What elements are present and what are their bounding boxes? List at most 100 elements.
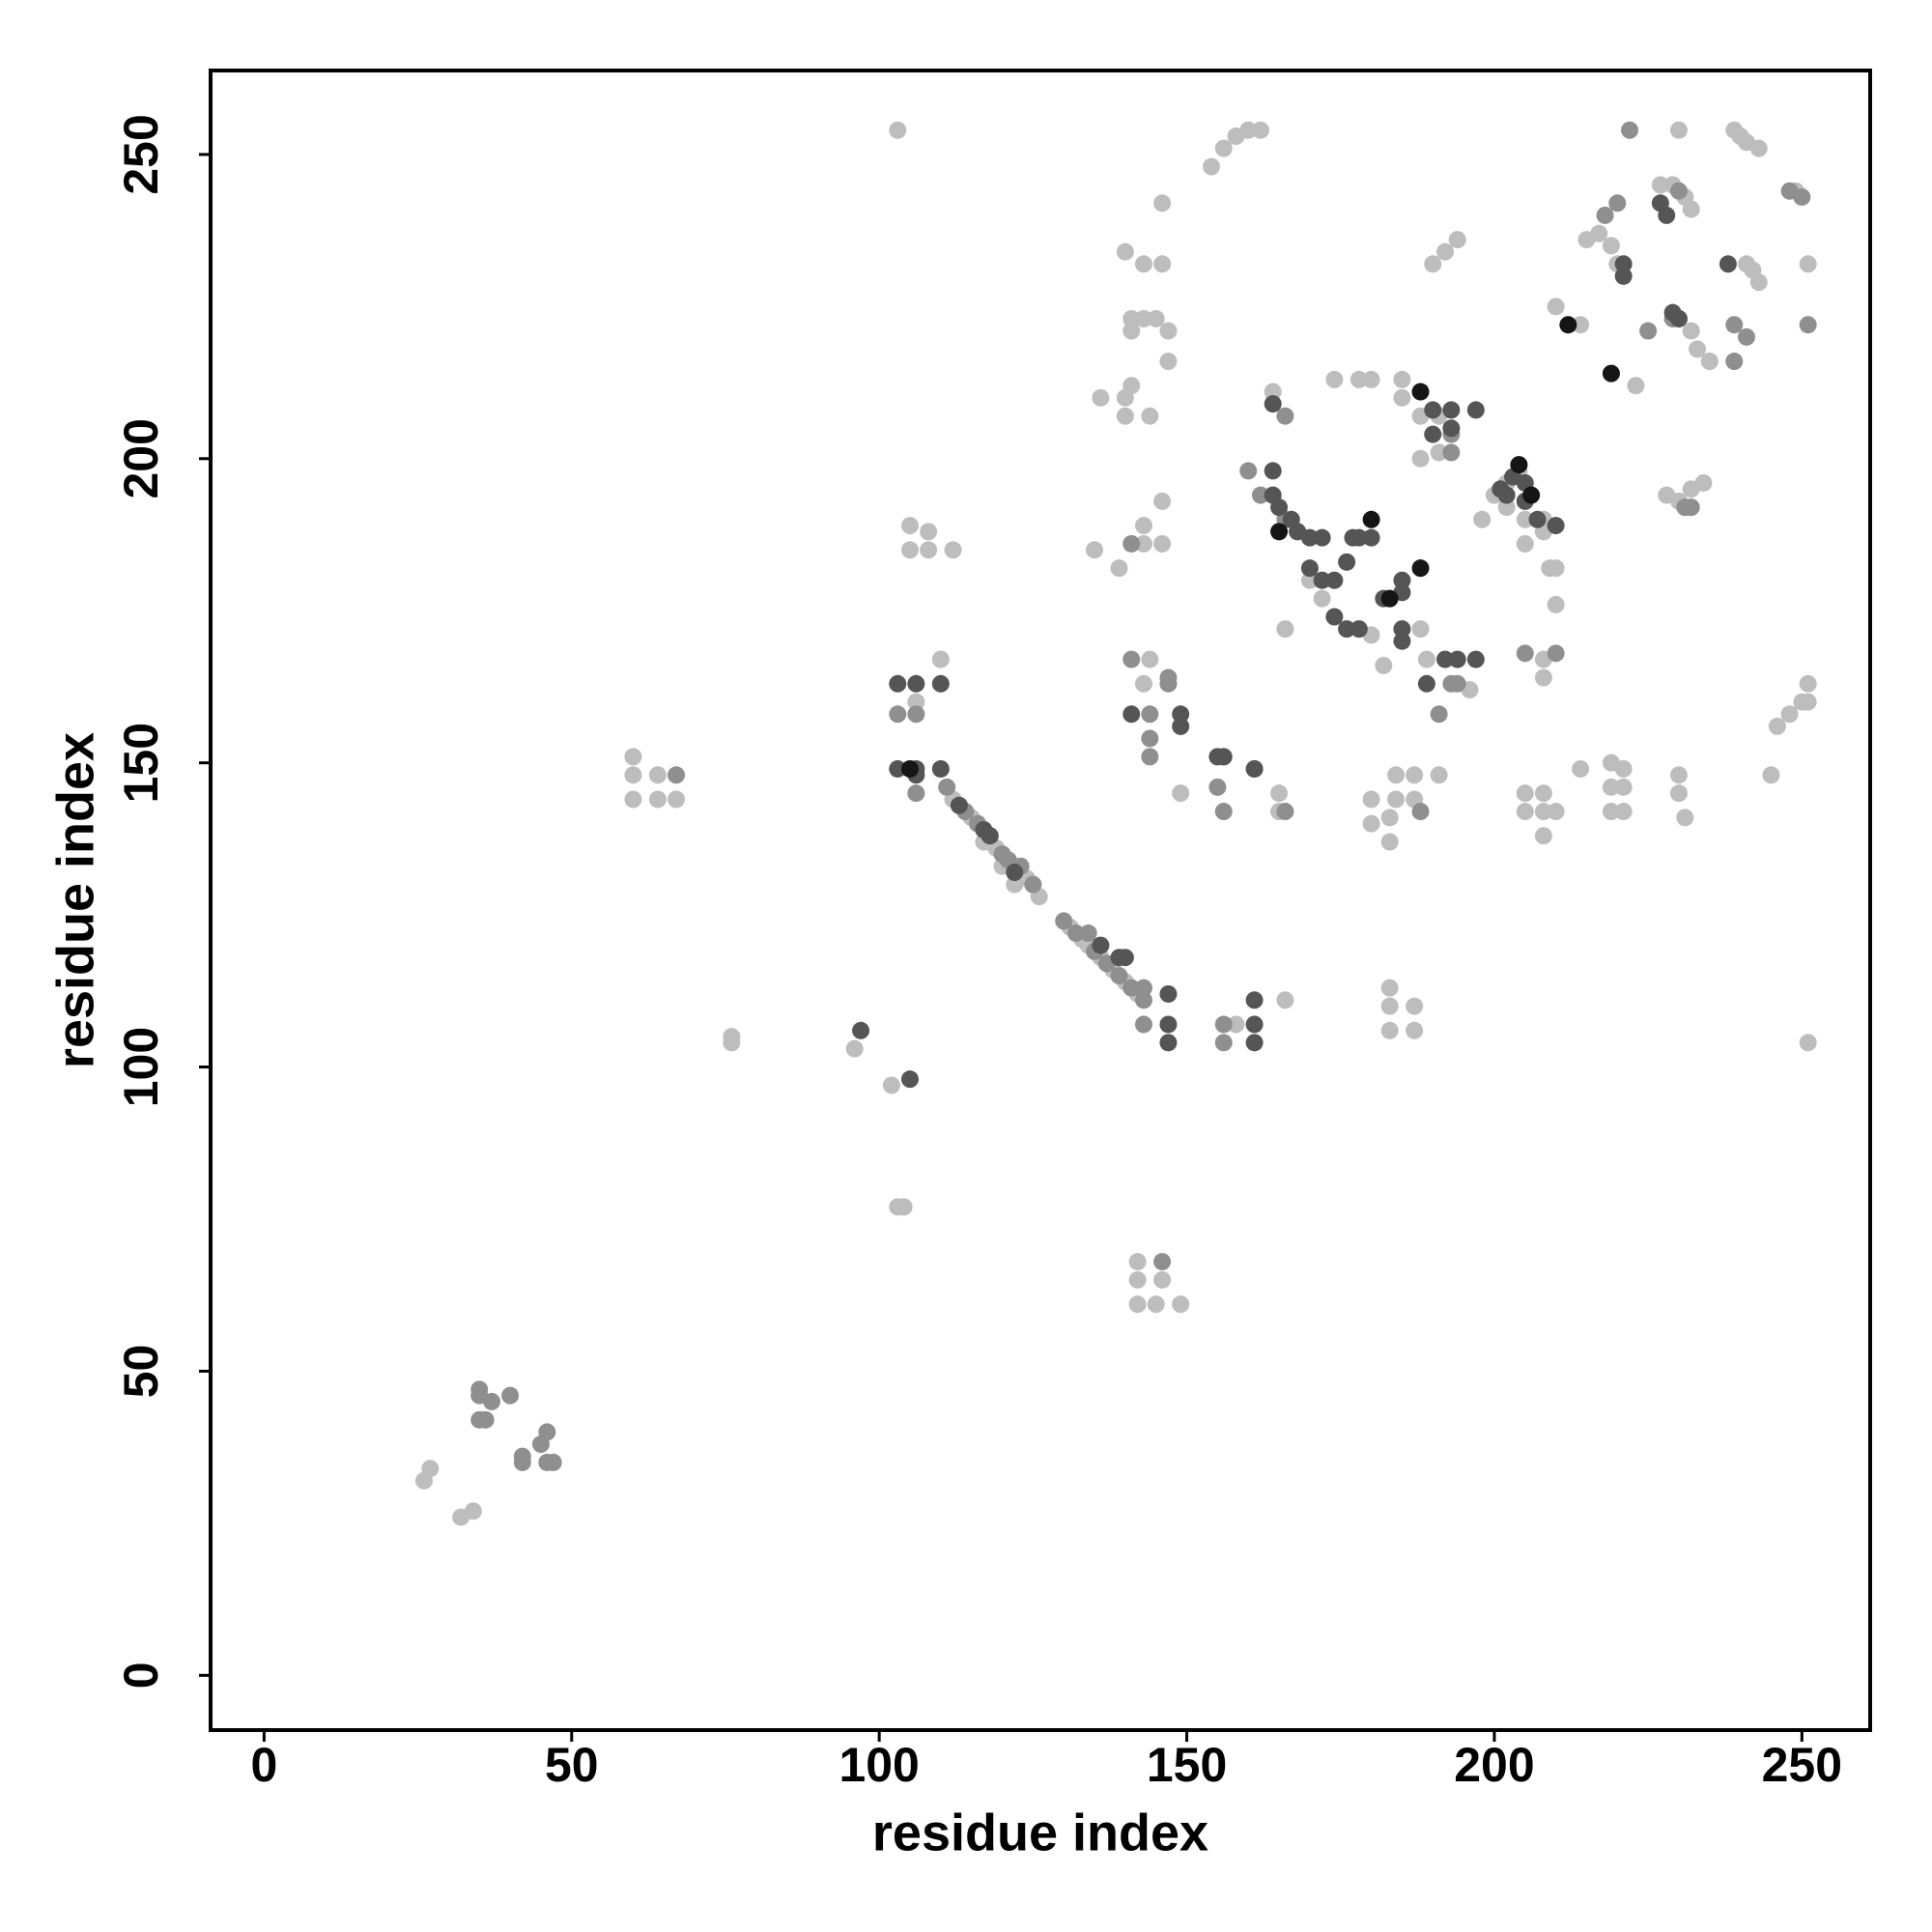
contact-point xyxy=(1350,620,1368,639)
contact-point xyxy=(1362,790,1380,809)
contact-point xyxy=(1799,693,1817,711)
contact-point xyxy=(501,1386,520,1405)
y-tick-label: 250 xyxy=(114,114,168,194)
contact-point xyxy=(1725,353,1744,371)
contact-point xyxy=(1214,803,1233,821)
contact-point xyxy=(1430,766,1448,784)
contact-point xyxy=(1122,534,1141,553)
contact-point xyxy=(1141,748,1159,766)
contact-point xyxy=(1350,528,1368,547)
contact-point xyxy=(901,517,920,535)
contact-point xyxy=(1362,510,1380,528)
contact-point xyxy=(1024,875,1042,894)
contact-point xyxy=(1276,991,1294,1009)
contact-point xyxy=(668,766,686,784)
contact-point xyxy=(1528,510,1547,528)
x-tick-label: 100 xyxy=(838,1738,919,1792)
contact-point xyxy=(1700,353,1719,371)
contact-point xyxy=(648,790,667,809)
contact-point xyxy=(1214,139,1233,157)
contact-point xyxy=(1134,1015,1152,1034)
contact-point xyxy=(938,778,956,796)
contact-point xyxy=(1362,370,1380,388)
contact-point xyxy=(1086,541,1104,559)
contact-point xyxy=(1393,632,1411,650)
contact-point xyxy=(1411,449,1430,468)
contact-point xyxy=(1214,1034,1233,1052)
contact-point xyxy=(1749,273,1768,292)
contact-point xyxy=(1466,401,1485,419)
contact-point xyxy=(1362,528,1380,547)
contact-point xyxy=(889,705,907,724)
contact-point xyxy=(1602,364,1620,383)
contact-point xyxy=(1134,255,1152,273)
contact-point xyxy=(1325,608,1344,626)
contact-point xyxy=(1066,924,1085,943)
contact-point xyxy=(1380,997,1399,1015)
contact-point xyxy=(1547,298,1565,316)
contact-point xyxy=(1602,803,1620,821)
contact-point xyxy=(1116,407,1134,425)
contact-point xyxy=(1134,309,1152,327)
contact-point xyxy=(1147,309,1165,327)
contact-point xyxy=(483,1392,501,1410)
contact-point xyxy=(1153,1253,1172,1271)
contact-point xyxy=(464,1502,482,1520)
contact-point xyxy=(1264,383,1282,401)
contact-point xyxy=(1694,473,1713,492)
contact-point xyxy=(882,1076,900,1094)
contact-point xyxy=(1534,803,1552,821)
contact-point xyxy=(1251,121,1269,139)
contact-point xyxy=(1725,316,1744,334)
contact-point xyxy=(1799,316,1817,334)
contact-point xyxy=(1417,650,1435,668)
contact-point xyxy=(1159,674,1178,693)
contact-point xyxy=(1442,443,1461,462)
contact-point xyxy=(1172,784,1190,803)
contact-point xyxy=(624,766,642,784)
contact-point xyxy=(1270,784,1289,803)
contact-point xyxy=(931,674,950,693)
contact-point xyxy=(1393,571,1411,589)
contact-point xyxy=(1406,997,1424,1015)
contact-point xyxy=(845,1039,864,1058)
contact-point xyxy=(1159,1015,1178,1034)
contact-point xyxy=(1159,353,1178,371)
contact-point xyxy=(544,1453,562,1471)
contact-point xyxy=(1325,370,1344,388)
contact-point xyxy=(1362,814,1380,833)
contact-point xyxy=(1338,553,1356,571)
contact-point xyxy=(1430,443,1448,462)
contact-point xyxy=(1424,401,1442,419)
contact-point xyxy=(1602,237,1620,255)
contact-point xyxy=(1799,255,1817,273)
contact-point xyxy=(1153,255,1172,273)
contact-point xyxy=(1497,486,1516,504)
contact-point xyxy=(1614,803,1633,821)
contact-point xyxy=(1134,979,1152,997)
contact-point xyxy=(1122,650,1141,668)
contact-point xyxy=(1417,674,1435,693)
contact-point xyxy=(1122,309,1141,327)
contact-point xyxy=(1276,620,1294,639)
contact-point xyxy=(980,827,999,845)
contact-point xyxy=(1172,705,1190,724)
contact-point xyxy=(421,1460,440,1478)
contact-point xyxy=(1172,717,1190,735)
contact-point xyxy=(1264,462,1282,480)
contact-point xyxy=(1393,370,1411,388)
contact-point xyxy=(1128,1295,1147,1314)
contact-point xyxy=(1473,510,1492,528)
contact-point xyxy=(1406,1021,1424,1039)
contact-point xyxy=(1239,462,1258,480)
contact-point xyxy=(1239,121,1258,139)
contact-point xyxy=(1572,759,1590,778)
contact-point xyxy=(1448,231,1466,249)
contact-point xyxy=(1614,759,1633,778)
x-tick-label: 50 xyxy=(545,1738,599,1792)
contact-point xyxy=(1147,1295,1165,1314)
contact-point xyxy=(1055,912,1073,930)
contact-point xyxy=(1768,717,1786,735)
contact-point xyxy=(668,790,686,809)
contact-point xyxy=(1380,809,1399,827)
